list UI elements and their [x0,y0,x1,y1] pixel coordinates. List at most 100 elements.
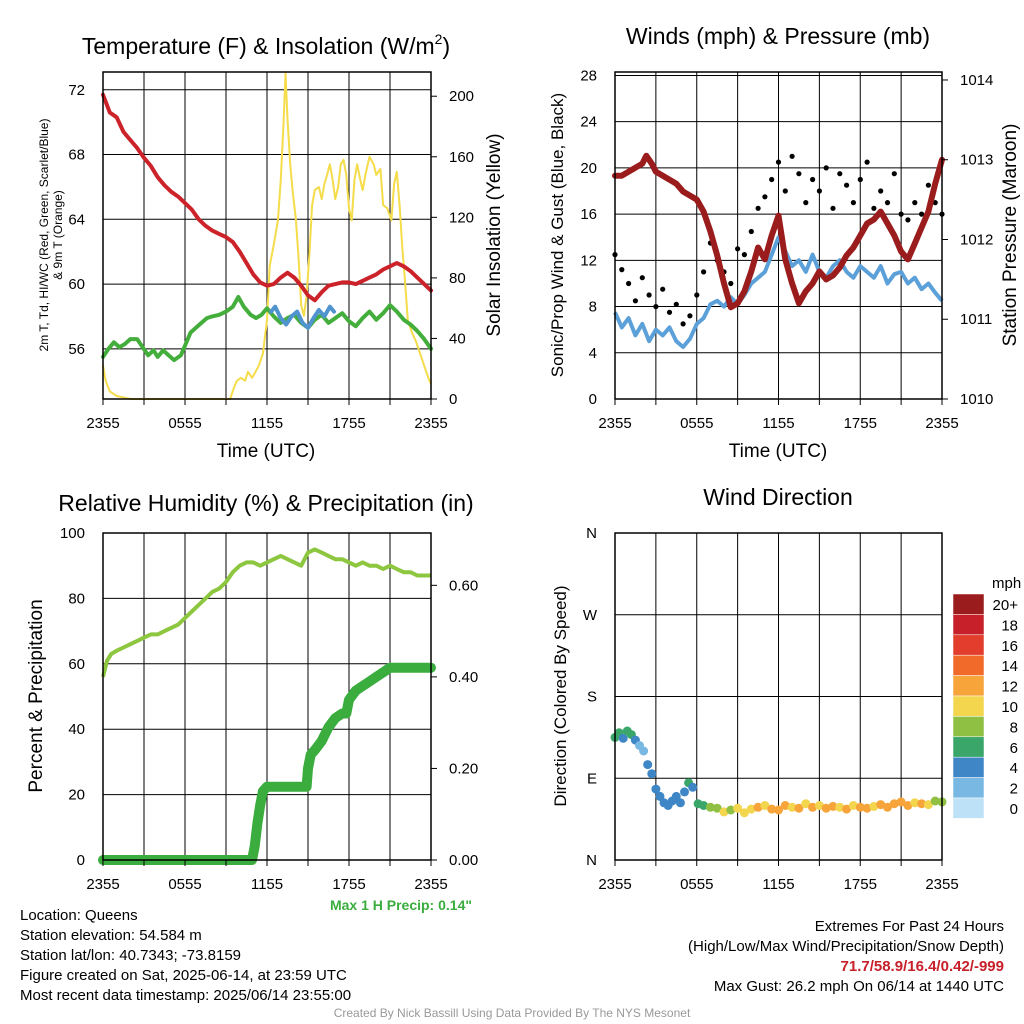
gust-point [925,182,932,188]
temperature-x-tick-label: 2355 [86,415,119,432]
insolation-right-tick-label: 0 [449,391,457,408]
direction-point [618,733,628,743]
station-location: Location: Queens [20,907,138,924]
direction-point [896,797,906,807]
legend-label: 4 [1010,760,1018,777]
figure-created: Figure created on Sat, 2025-06-14, at 23… [20,967,347,984]
gust-point [789,153,795,159]
gust-point [735,246,741,252]
direction-point [889,799,899,809]
gust-point [769,176,775,183]
temperature-x-tick-label: 0555 [168,415,201,432]
legend-title: mph [992,575,1021,592]
winds-left-axis-label: Sonic/Prop Wind & Gust (Blue, Black) [548,93,567,377]
legend-swatch [952,736,985,758]
direction-point [842,804,852,814]
gust-point [891,171,897,177]
temperature-left-axis-label-line1: 2m T, Td, HI/WC (Red, Green, Scarlet/Blu… [37,119,51,352]
precip-right-tick-label: 0.00 [449,852,478,869]
gust-point [701,269,707,275]
direction-point [647,769,657,779]
gust-point [626,280,632,287]
direction-point [639,746,649,756]
gust-point [632,298,639,304]
direction-point [794,803,804,813]
gust-point [796,171,802,177]
temperature-left-tick-label: 72 [68,82,85,99]
gust-point [762,194,768,200]
station-latlon: Station lat/lon: 40.7343; -73.8159 [20,947,242,964]
humidity-left-tick-label: 40 [68,721,85,738]
gust-point [823,165,829,171]
gust-point [694,292,700,298]
legend-label: 16 [1001,638,1018,655]
temperature-line [101,92,433,303]
temperature-x-tick-label: 2355 [414,415,447,432]
wind-left-tick-label: 0 [589,391,597,408]
gust-point [728,280,734,287]
direction-point [862,803,872,813]
temperature-panel: Temperature (F) & Insolation (W/m2) 56 60… [37,31,505,462]
precipitation-line [98,662,436,865]
direction-x-tick-label: 1755 [844,876,877,893]
humidity-x-tick-label: 0555 [168,876,201,893]
legend-swatch [952,695,985,717]
winds-x-tick-label: 2355 [598,415,631,432]
gust-point [837,171,843,177]
legend-swatch [952,797,985,819]
direction-point [910,798,920,808]
direction-x-tick-label: 0555 [680,876,713,893]
legend-label: 2 [1010,781,1018,798]
direction-tick-label: N [586,525,597,542]
max-gust: Max Gust: 26.2 mph On 06/14 at 1440 UTC [713,978,1004,995]
direction-point [869,801,879,811]
humidity-line [101,547,431,678]
wind-left-tick-label: 16 [580,206,597,223]
direction-point [746,804,756,814]
direction-point [903,801,913,810]
direction-point [643,760,653,770]
gust-point [871,205,877,211]
gust-point [775,159,782,165]
direction-tick-label: E [587,770,597,787]
gust-point [741,252,748,258]
direction-point [655,791,665,801]
temperature-x-axis-label: Time (UTC) [217,441,316,462]
legend-label: 0 [1010,801,1018,818]
direction-point [917,799,927,809]
insolation-right-tick-label: 160 [449,149,474,166]
legend-label: 12 [1001,679,1018,696]
temperature-left-tick-label: 56 [68,341,85,358]
temperature-right-axis-label: Solar Insolation (Yellow) [484,133,505,336]
winds-title: Winds (mph) & Pressure (mb) [626,23,930,49]
direction-point [699,801,709,810]
legend-swatch [952,675,985,697]
wind_chill-line [269,304,336,330]
gust-point [748,228,754,235]
gust-point [857,176,863,183]
direction-point [688,782,698,792]
gust-point [844,182,850,188]
humidity-left-tick-label: 60 [68,656,85,673]
legend-swatch [952,756,985,778]
wind-left-tick-label: 24 [580,114,597,131]
gust-point [830,205,836,211]
speed-legend: mph 20+ 18 16 14 12 10 8 6 4 2 0 [952,575,1021,819]
legend-swatch [952,614,985,636]
winds-x-axis-label: Time (UTC) [729,441,828,462]
direction-point [930,796,940,806]
credit-line: Created By Nick Bassill Using Data Provi… [333,1006,691,1020]
max-precip-note: Max 1 H Precip: 0.14" [330,897,472,913]
direction-point [828,801,838,811]
temperature-left-axis-label-line2: & 9m T (Orange) [51,190,65,280]
wind-left-tick-label: 4 [589,345,597,362]
pressure-right-tick-label: 1012 [960,231,993,248]
extremes-subtitle: (High/Low/Max Wind/Precipitation/Snow De… [688,938,1004,955]
gust-point [912,200,918,206]
gust-point [755,205,761,211]
winds-panel: Winds (mph) & Pressure (mb) 0 4 8 12 16 20 24 2… [548,23,1021,462]
humidity-title: Relative Humidity (%) & Precipitation (i… [58,490,473,516]
humidity-panel: Relative Humidity (%) & Precipitation (i… [26,490,478,913]
